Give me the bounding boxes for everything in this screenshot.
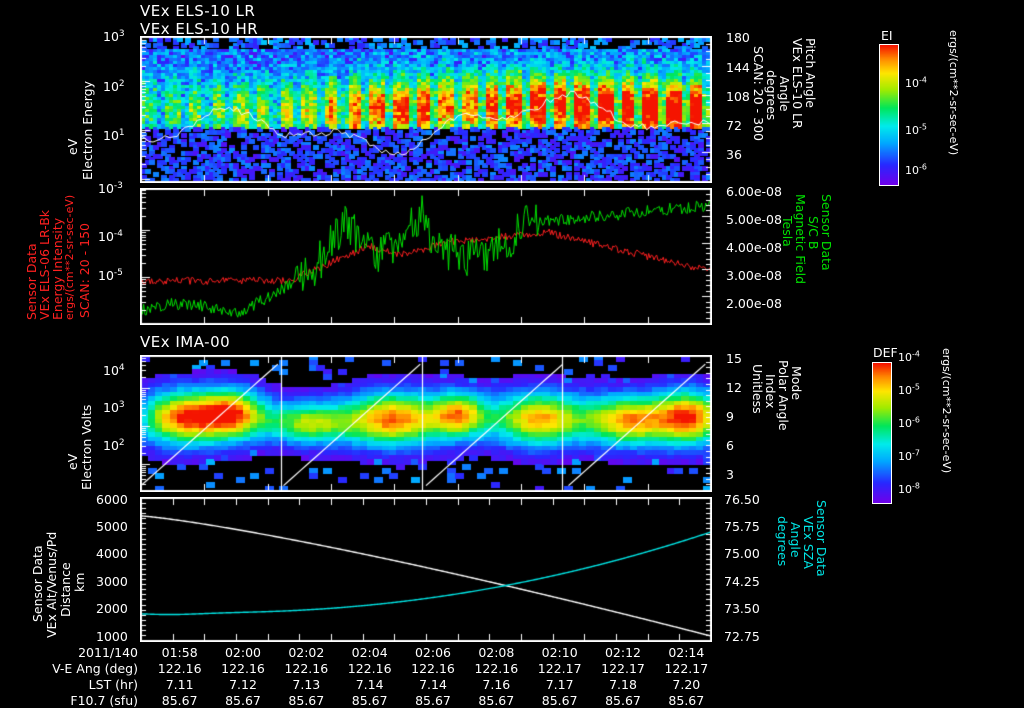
table-value-cell: 7.12 xyxy=(229,677,257,692)
table-value-cell: 7.14 xyxy=(355,677,384,692)
time-table: 2011/140 V-E Ang (deg) LST (hr) F10.7 (s… xyxy=(0,645,1024,708)
panel1-title-line1: VEx ELS-10 LR xyxy=(140,2,256,20)
table-time-cell: 02:12 xyxy=(604,645,642,660)
table-value-cell: 85.67 xyxy=(288,693,325,708)
table-value-cell: 85.67 xyxy=(668,693,705,708)
table-value-cell: 122.16 xyxy=(157,661,202,676)
table-value-cell: 7.13 xyxy=(292,677,321,692)
table-value-cell: 122.16 xyxy=(474,661,519,676)
table-date-label: 2011/140 xyxy=(78,645,138,660)
panel4-line-plot[interactable] xyxy=(140,497,712,642)
panel1-left-axis-label: Electron Energy eV xyxy=(65,80,95,180)
table-value-cell: 85.67 xyxy=(351,693,388,708)
table-time-cell: 02:08 xyxy=(478,645,515,660)
table-value-cell: 85.67 xyxy=(415,693,451,708)
table-value-cell: 7.17 xyxy=(545,677,574,692)
table-value-cell: 122.16 xyxy=(411,661,455,676)
table-value-cell: 85.67 xyxy=(478,693,515,708)
table-time-cell: 02:02 xyxy=(288,645,325,660)
table-value-cell: 85.67 xyxy=(225,693,261,708)
table-value-cell: 7.14 xyxy=(419,677,447,692)
table-time-cell: 02:10 xyxy=(541,645,578,660)
table-time-cell: 02:00 xyxy=(224,645,262,660)
table-value-cell: 122.16 xyxy=(221,661,265,676)
panel3-colorbar-name: DEF xyxy=(873,345,898,360)
table-row-label-ve-ang: V-E Ang (deg) xyxy=(52,661,138,676)
table-value-cell: 7.20 xyxy=(672,677,701,692)
panel1-colorbar xyxy=(879,44,899,186)
table-value-cell: 122.16 xyxy=(347,661,392,676)
table-value-cell: 122.17 xyxy=(664,661,709,676)
table-time-cell: 02:06 xyxy=(414,645,452,660)
table-value-cell: 7.18 xyxy=(609,677,637,692)
table-value-cell: 85.67 xyxy=(161,693,198,708)
table-value-cell: 7.11 xyxy=(165,677,194,692)
table-value-cell: 122.17 xyxy=(537,661,582,676)
table-row-label-lst: LST (hr) xyxy=(88,677,138,692)
panel1-colorbar-name: EI xyxy=(881,28,893,43)
table-value-cell: 85.67 xyxy=(541,693,578,708)
panel1-title-line2: VEx ELS-10 HR xyxy=(140,20,259,38)
table-value-cell: 122.16 xyxy=(284,661,329,676)
panel3-title: VEx IMA-00 xyxy=(140,333,231,351)
panel3-colorbar xyxy=(872,362,892,504)
table-time-cell: 01:58 xyxy=(161,645,198,660)
table-row-label-f107: F10.7 (sfu) xyxy=(70,693,138,708)
table-time-cell: 02:14 xyxy=(668,645,705,660)
table-value-cell: 7.16 xyxy=(482,677,511,692)
table-value-cell: 122.17 xyxy=(601,661,645,676)
panel3-spectrogram[interactable] xyxy=(140,355,712,492)
table-value-cell: 85.67 xyxy=(605,693,641,708)
table-time-cell: 02:04 xyxy=(351,645,388,660)
panel2-line-plot[interactable] xyxy=(140,188,712,325)
panel1-spectrogram[interactable] xyxy=(140,36,712,183)
